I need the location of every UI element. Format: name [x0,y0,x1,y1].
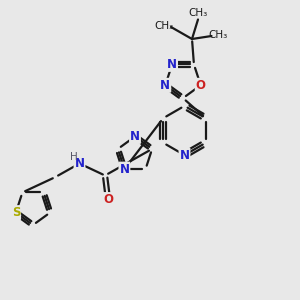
Text: N: N [119,163,129,176]
Text: N: N [160,79,170,92]
Text: S: S [12,206,20,219]
Text: O: O [103,193,113,206]
Text: CH₃: CH₃ [188,8,208,18]
Text: CH₃: CH₃ [155,21,174,31]
Text: O: O [196,79,206,92]
Text: N: N [74,157,85,170]
Text: N: N [167,58,177,71]
Text: CH₃: CH₃ [208,30,228,40]
Text: H: H [70,152,78,162]
Text: N: N [130,130,140,143]
Text: N: N [179,148,190,162]
